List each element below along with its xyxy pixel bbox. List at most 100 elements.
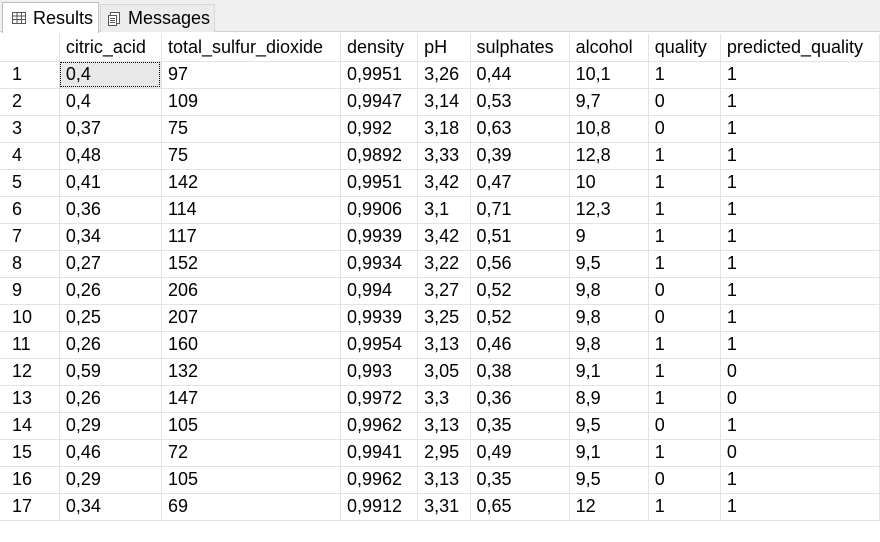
table-cell[interactable]: 10: [569, 169, 649, 197]
table-cell[interactable]: 1: [720, 331, 880, 359]
table-cell[interactable]: 160: [161, 331, 341, 359]
table-cell[interactable]: 1: [720, 88, 880, 116]
table-cell[interactable]: 72: [161, 439, 341, 467]
table-row[interactable]: 5 0,41 142 0,9951 3,42 0,47 10 1 1: [0, 169, 880, 197]
table-cell[interactable]: 3,27: [417, 277, 471, 305]
table-cell[interactable]: 0,53: [470, 88, 570, 116]
table-row[interactable]: 11 0,26 160 0,9954 3,13 0,46 9,8 1 1: [0, 331, 880, 359]
table-cell[interactable]: 0,51: [470, 223, 570, 251]
table-cell[interactable]: 0,9912: [340, 493, 419, 521]
table-cell[interactable]: 1: [648, 331, 721, 359]
table-cell[interactable]: 0,35: [470, 412, 570, 440]
table-cell[interactable]: 0,9951: [340, 169, 419, 197]
table-cell[interactable]: 3,25: [417, 304, 471, 332]
table-cell[interactable]: 0,29: [59, 466, 162, 494]
table-cell[interactable]: 0,9892: [340, 142, 419, 170]
table-cell[interactable]: 0,9962: [340, 466, 419, 494]
row-number[interactable]: 7: [0, 223, 60, 251]
table-cell[interactable]: 0,993: [340, 358, 419, 386]
table-row[interactable]: 12 0,59 132 0,993 3,05 0,38 9,1 1 0: [0, 358, 880, 386]
tab-results[interactable]: Results: [2, 2, 99, 33]
table-cell[interactable]: 3,42: [417, 223, 471, 251]
table-cell[interactable]: 1: [648, 223, 721, 251]
table-cell[interactable]: 1: [720, 169, 880, 197]
table-cell[interactable]: 12,8: [569, 142, 649, 170]
table-cell[interactable]: 0,9941: [340, 439, 419, 467]
table-cell[interactable]: 1: [720, 412, 880, 440]
table-cell[interactable]: 0,71: [470, 196, 570, 224]
table-cell[interactable]: 75: [161, 142, 341, 170]
table-cell[interactable]: 0: [720, 385, 880, 413]
table-cell[interactable]: 12,3: [569, 196, 649, 224]
table-cell[interactable]: 9,8: [569, 331, 649, 359]
table-cell[interactable]: 69: [161, 493, 341, 521]
table-cell[interactable]: 0,48: [59, 142, 162, 170]
table-cell[interactable]: 12: [569, 493, 649, 521]
row-number[interactable]: 12: [0, 358, 60, 386]
column-header[interactable]: pH: [417, 34, 471, 62]
table-cell[interactable]: 9,8: [569, 304, 649, 332]
table-cell[interactable]: 0,4: [59, 61, 162, 89]
table-cell[interactable]: 3,26: [417, 61, 471, 89]
row-number[interactable]: 6: [0, 196, 60, 224]
table-cell[interactable]: 0,992: [340, 115, 419, 143]
table-cell[interactable]: 0: [648, 277, 721, 305]
row-number[interactable]: 4: [0, 142, 60, 170]
table-row[interactable]: 8 0,27 152 0,9934 3,22 0,56 9,5 1 1: [0, 250, 880, 278]
table-cell[interactable]: 0,9954: [340, 331, 419, 359]
results-grid[interactable]: citric_acid total_sulfur_dioxide density pH…: [0, 34, 880, 542]
table-cell[interactable]: 0,27: [59, 250, 162, 278]
table-cell[interactable]: 0,63: [470, 115, 570, 143]
table-cell[interactable]: 1: [648, 385, 721, 413]
table-cell[interactable]: 9,5: [569, 466, 649, 494]
table-cell[interactable]: 206: [161, 277, 341, 305]
table-cell[interactable]: 1: [648, 439, 721, 467]
table-cell[interactable]: 0: [720, 439, 880, 467]
table-cell[interactable]: 0,52: [470, 304, 570, 332]
table-row[interactable]: 3 0,37 75 0,992 3,18 0,63 10,8 0 1: [0, 115, 880, 143]
table-cell[interactable]: 9,1: [569, 439, 649, 467]
table-cell[interactable]: 75: [161, 115, 341, 143]
table-row[interactable]: 4 0,48 75 0,9892 3,33 0,39 12,8 1 1: [0, 142, 880, 170]
table-cell[interactable]: 10,1: [569, 61, 649, 89]
table-row[interactable]: 2 0,4 109 0,9947 3,14 0,53 9,7 0 1: [0, 88, 880, 116]
table-cell[interactable]: 1: [648, 493, 721, 521]
row-number[interactable]: 14: [0, 412, 60, 440]
table-cell[interactable]: 3,05: [417, 358, 471, 386]
table-cell[interactable]: 3,1: [417, 196, 471, 224]
table-row[interactable]: 17 0,34 69 0,9912 3,31 0,65 12 1 1: [0, 493, 880, 521]
table-cell[interactable]: 0,9947: [340, 88, 419, 116]
table-cell[interactable]: 0,26: [59, 331, 162, 359]
table-cell[interactable]: 0,9962: [340, 412, 419, 440]
table-row[interactable]: 6 0,36 114 0,9906 3,1 0,71 12,3 1 1: [0, 196, 880, 224]
table-cell[interactable]: 0,26: [59, 277, 162, 305]
table-cell[interactable]: 0,25: [59, 304, 162, 332]
column-header[interactable]: total_sulfur_dioxide: [161, 34, 341, 62]
table-cell[interactable]: 0,49: [470, 439, 570, 467]
row-number[interactable]: 10: [0, 304, 60, 332]
table-cell[interactable]: 0,9906: [340, 196, 419, 224]
table-cell[interactable]: 3,42: [417, 169, 471, 197]
table-cell[interactable]: 3,13: [417, 412, 471, 440]
table-cell[interactable]: 1: [720, 196, 880, 224]
table-cell[interactable]: 1: [720, 250, 880, 278]
table-cell[interactable]: 9,8: [569, 277, 649, 305]
table-cell[interactable]: 0,65: [470, 493, 570, 521]
table-cell[interactable]: 1: [720, 223, 880, 251]
table-cell[interactable]: 152: [161, 250, 341, 278]
table-cell[interactable]: 0,46: [59, 439, 162, 467]
row-number[interactable]: 8: [0, 250, 60, 278]
table-cell[interactable]: 3,3: [417, 385, 471, 413]
table-cell[interactable]: 0: [648, 304, 721, 332]
table-cell[interactable]: 3,14: [417, 88, 471, 116]
table-cell[interactable]: 0,41: [59, 169, 162, 197]
table-cell[interactable]: 1: [648, 196, 721, 224]
table-cell[interactable]: 142: [161, 169, 341, 197]
table-cell[interactable]: 1: [648, 250, 721, 278]
table-cell[interactable]: 0,36: [59, 196, 162, 224]
table-cell[interactable]: 0,994: [340, 277, 419, 305]
row-number-header[interactable]: [0, 34, 60, 62]
column-header[interactable]: sulphates: [470, 34, 570, 62]
table-cell[interactable]: 114: [161, 196, 341, 224]
table-cell[interactable]: 1: [720, 115, 880, 143]
